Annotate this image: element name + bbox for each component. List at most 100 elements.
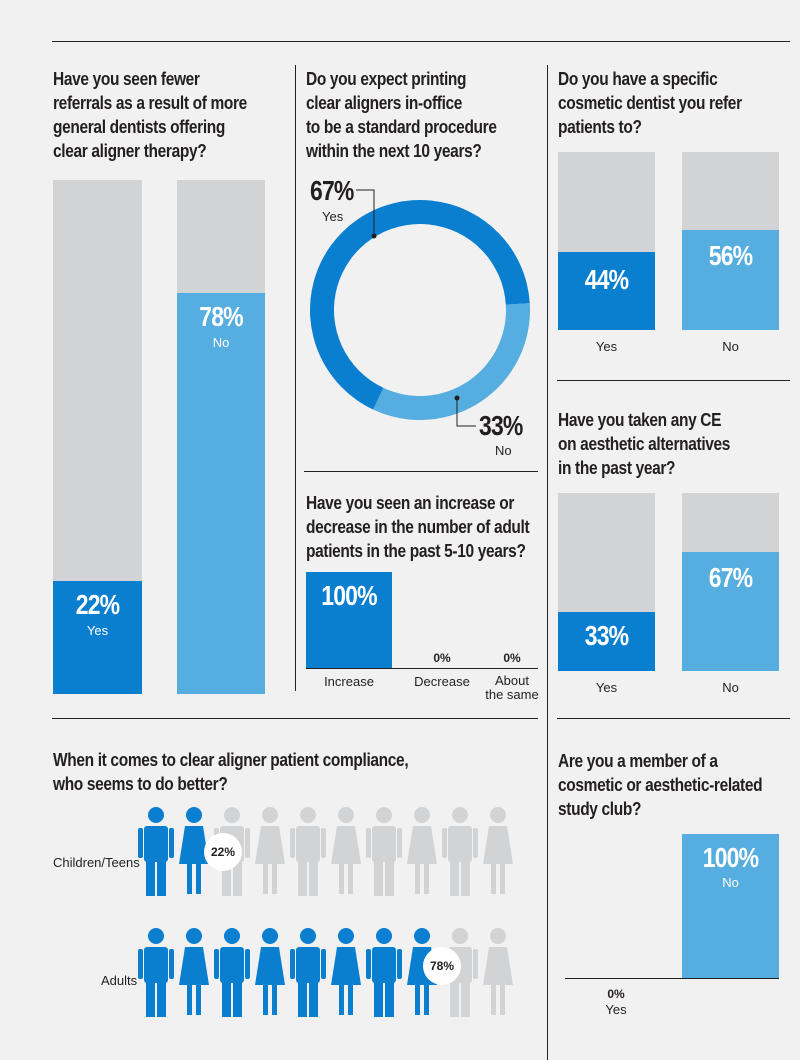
compliance-question-line: who seems to do better?: [53, 774, 228, 794]
person-icon: [290, 807, 326, 896]
compliance-question: When it comes to clear aligner patient c…: [53, 748, 409, 796]
person-icon: [214, 928, 250, 1017]
printing-leader-lines: [356, 189, 476, 427]
study-club-no-value: 100%: [702, 842, 759, 873]
divider-col1: [295, 65, 296, 691]
yes-leader-line: [356, 189, 375, 236]
referrals-question-line: referrals as a result of more: [53, 93, 247, 113]
ce-no-value: 67%: [708, 562, 753, 593]
cosmetic-dentist-question: Do you have a specific cosmetic dentist …: [558, 67, 742, 139]
adult-patients-question: Have you seen an increase or decrease in…: [306, 491, 530, 563]
study-club-question: Are you a member of a cosmetic or aesthe…: [558, 749, 763, 821]
ce-question: Have you taken any CE on aesthetic alter…: [558, 408, 730, 480]
cosmetic-dentist-no-bar: [682, 230, 779, 330]
adult-patients-increase-value: 100%: [321, 580, 377, 611]
divider-bottom-right: [557, 718, 790, 719]
person-icon: [407, 807, 437, 894]
adult-patients-same-label-line: the same: [485, 687, 539, 702]
person-icon: [442, 807, 478, 896]
no-leader-line: [456, 398, 476, 427]
printing-question-line: Do you expect printing: [306, 69, 467, 89]
ce-question-line: in the past year?: [558, 458, 676, 478]
printing-yes-label: Yes: [322, 209, 344, 224]
study-club-no-label: No: [722, 875, 739, 890]
divider-mid-right: [557, 380, 790, 381]
printing-no-value: 33%: [479, 410, 523, 441]
referrals-question-line: clear aligner therapy?: [53, 141, 207, 161]
cosmetic-dentist-no-value: 56%: [708, 240, 753, 271]
cosmetic-dentist-question-line: patients to?: [558, 117, 642, 137]
study-club-yes-label: Yes: [605, 1002, 627, 1017]
cosmetic-dentist-yes-label: Yes: [595, 339, 618, 354]
divider-mid-center: [304, 471, 538, 472]
adult-patients-same-value: 0%: [503, 651, 521, 665]
printing-question: Do you expect printing clear aligners in…: [306, 67, 497, 163]
person-icon: [331, 928, 361, 1015]
adult-patients-question-line: patients in the past 5-10 years?: [306, 541, 526, 561]
adult-patients-decrease-label: Decrease: [414, 674, 470, 689]
study-club-no-bar: [682, 834, 779, 978]
compliance-adults-label: Adults: [101, 973, 138, 988]
study-club-baseline: [565, 978, 779, 979]
ce-question-line: Have you taken any CE: [558, 410, 722, 430]
compliance-question-line: When it comes to clear aligner patient c…: [53, 750, 409, 770]
referrals-yes-label: Yes: [86, 623, 109, 638]
adult-patients-increase-bar: [306, 572, 392, 668]
divider-col2: [547, 65, 548, 1060]
person-icon: [179, 928, 209, 1015]
person-icon: [366, 928, 402, 1017]
person-icon: [331, 807, 361, 894]
printing-yes-value: 67%: [310, 175, 354, 206]
person-icon: [255, 928, 285, 1015]
divider-bottom-left: [52, 718, 538, 719]
adult-patients-same-label: About the same: [477, 674, 547, 702]
printing-donut-chart: [310, 200, 530, 420]
study-club-yes-value: 0%: [607, 987, 625, 1001]
ce-yes-label: Yes: [595, 680, 618, 695]
ce-yes-value: 33%: [584, 620, 629, 651]
adult-patients-question-line: Have you seen an increase or: [306, 493, 515, 513]
person-icon: [483, 807, 513, 894]
compliance-children-value: 22%: [204, 833, 242, 871]
donut-slice-no: [373, 303, 530, 420]
cosmetic-dentist-yes-value: 44%: [584, 264, 629, 295]
ce-question-line: on aesthetic alternatives: [558, 434, 731, 454]
person-icon: [290, 928, 326, 1017]
printing-question-line: to be a standard procedure: [306, 117, 497, 137]
yes-leader-dot: [371, 233, 377, 239]
referrals-yes-bar: [53, 581, 142, 694]
adult-patients-baseline: [306, 668, 538, 669]
referrals-yes-value: 22%: [75, 589, 120, 620]
cosmetic-dentist-question-line: Do you have a specific: [558, 69, 718, 89]
referrals-no-bar: [177, 293, 265, 694]
cosmetic-dentist-question-line: cosmetic dentist you refer: [558, 93, 742, 113]
referrals-no-label: No: [212, 335, 230, 350]
top-rule: [52, 41, 790, 42]
study-club-question-line: study club?: [558, 799, 642, 819]
study-club-question-line: cosmetic or aesthetic-related: [558, 775, 763, 795]
no-leader-dot: [454, 395, 460, 401]
person-icon: [138, 807, 174, 896]
person-icon: [138, 928, 174, 1017]
ce-no-bar: [682, 552, 779, 671]
compliance-children-label: Children/Teens: [53, 855, 140, 870]
adult-patients-decrease-value: 0%: [433, 651, 451, 665]
person-icon: [179, 807, 209, 894]
adult-patients-same-label-line: About: [495, 673, 529, 688]
compliance-children-row: [138, 806, 538, 896]
ce-no-label: No: [722, 680, 739, 695]
cosmetic-dentist-yes-bar: [558, 252, 655, 330]
printing-no-label: No: [495, 443, 512, 458]
referrals-question: Have you seen fewer referrals as a resul…: [53, 67, 247, 163]
person-icon: [255, 807, 285, 894]
referrals-question-line: Have you seen fewer: [53, 69, 200, 89]
person-icon: [483, 928, 513, 1015]
ce-yes-bar: [558, 612, 655, 671]
person-icon: [366, 807, 402, 896]
referrals-question-line: general dentists offering: [53, 117, 226, 137]
cosmetic-dentist-no-label: No: [722, 339, 739, 354]
adult-patients-increase-label: Increase: [324, 674, 374, 689]
study-club-question-line: Are you a member of a: [558, 751, 718, 771]
referrals-no-value: 78%: [199, 301, 243, 332]
compliance-adults-value: 78%: [423, 947, 461, 985]
